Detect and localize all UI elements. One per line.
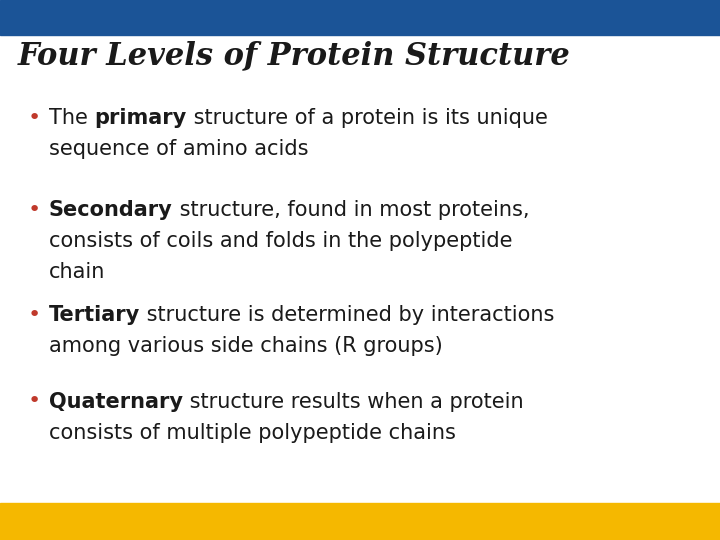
- Text: Four Levels of Protein Structure: Four Levels of Protein Structure: [18, 40, 571, 71]
- Text: structure of a protein is its unique: structure of a protein is its unique: [186, 108, 548, 128]
- Text: Quaternary: Quaternary: [49, 392, 183, 411]
- Text: © 2011 Pearson Education, Inc.: © 2011 Pearson Education, Inc.: [18, 517, 195, 526]
- Text: Secondary: Secondary: [49, 200, 173, 220]
- Text: •: •: [27, 108, 40, 128]
- Text: consists of coils and folds in the polypeptide: consists of coils and folds in the polyp…: [49, 231, 513, 251]
- Text: structure results when a protein: structure results when a protein: [183, 392, 523, 411]
- Bar: [0, 503, 720, 540]
- Text: among various side chains (R groups): among various side chains (R groups): [49, 336, 443, 356]
- Text: structure is determined by interactions: structure is determined by interactions: [140, 305, 554, 325]
- Text: •: •: [27, 200, 40, 220]
- Bar: [0, 0, 720, 35]
- Text: The: The: [49, 108, 94, 128]
- Text: •: •: [27, 392, 40, 411]
- Text: •: •: [27, 305, 40, 325]
- Text: Tertiary: Tertiary: [49, 305, 140, 325]
- Text: structure, found in most proteins,: structure, found in most proteins,: [173, 200, 529, 220]
- Text: sequence of amino acids: sequence of amino acids: [49, 139, 308, 159]
- Text: primary: primary: [94, 108, 186, 128]
- Text: consists of multiple polypeptide chains: consists of multiple polypeptide chains: [49, 423, 456, 443]
- Text: chain: chain: [49, 262, 105, 282]
